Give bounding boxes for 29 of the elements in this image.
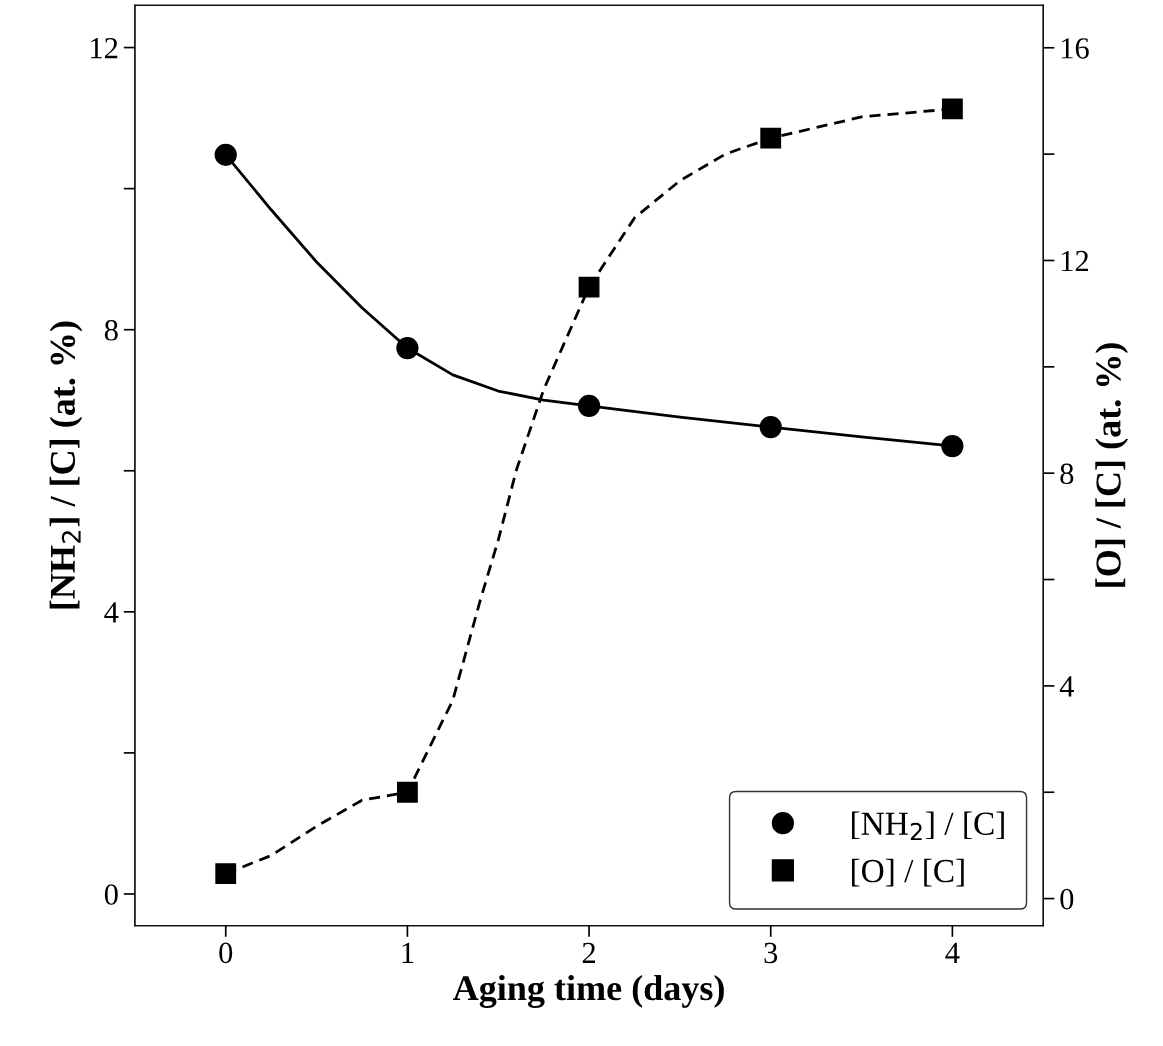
y-tick-label: 4 bbox=[104, 602, 119, 623]
point bbox=[578, 276, 600, 298]
point bbox=[215, 863, 237, 885]
y-axis-title: [NH$_{2}$] / [C] (at. %) bbox=[49, 321, 83, 609]
point bbox=[577, 394, 601, 417]
point bbox=[759, 415, 782, 439]
point bbox=[941, 98, 963, 120]
point bbox=[760, 127, 782, 149]
y2-tick-label: 8 bbox=[1060, 463, 1074, 485]
y-tick-label: 8 bbox=[104, 319, 118, 341]
y2-tick-label: 0 bbox=[1060, 888, 1074, 910]
x-tick-label: 4 bbox=[945, 942, 960, 963]
y2-tick-label: 12 bbox=[1061, 250, 1089, 272]
x-tick-label: 2 bbox=[582, 942, 596, 963]
y2-axis-title: [O] / [C] (at. %) bbox=[1095, 343, 1129, 587]
x-tick-label: 0 bbox=[219, 942, 233, 964]
legend-label: [NH$_{2}$] / [C] bbox=[852, 811, 1004, 841]
y2-tick-label: 4 bbox=[1059, 676, 1074, 697]
point bbox=[396, 781, 418, 803]
point bbox=[941, 434, 964, 458]
x-axis-title: Aging time (days) bbox=[453, 974, 724, 1008]
x-tick-label: 1 bbox=[402, 942, 414, 963]
point bbox=[396, 336, 419, 360]
point bbox=[214, 143, 237, 166]
y-tick-label: 0 bbox=[104, 884, 118, 905]
legend-label: [O] / [C] bbox=[852, 858, 964, 887]
y-tick-label: 12 bbox=[91, 37, 118, 59]
y2-tick-label: 16 bbox=[1061, 38, 1089, 59]
x-tick-label: 3 bbox=[764, 942, 778, 964]
